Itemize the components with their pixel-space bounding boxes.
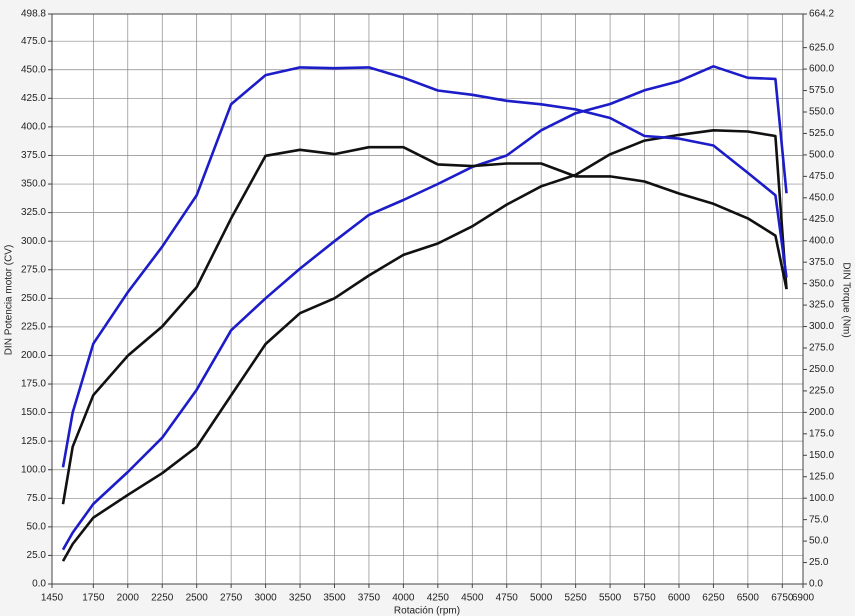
x-axis-label: Rotación (rpm) <box>394 606 460 616</box>
y-tick-label: 375.0 <box>21 150 46 161</box>
y2-tick-label: 325.0 <box>809 300 834 311</box>
y-tick-label: 350.0 <box>21 179 46 190</box>
y2-tick-label: 350.0 <box>809 278 834 289</box>
y-tick-label: 400.0 <box>21 122 46 133</box>
x-tick-label: 3500 <box>323 593 346 604</box>
y2-tick-label: 600.0 <box>809 64 834 75</box>
x-tick-label: 6750 <box>771 593 794 604</box>
x-tick-label: 3750 <box>358 593 381 604</box>
y2-tick-label: 664.2 <box>809 9 834 20</box>
y2-tick-label: 150.0 <box>809 450 834 461</box>
y-tick-label: 498.8 <box>21 9 46 20</box>
x-tick-label: 4750 <box>496 593 519 604</box>
x-tick-label: 6500 <box>737 593 760 604</box>
y-tick-label: 225.0 <box>21 322 46 333</box>
x-tick-label: 2000 <box>117 593 140 604</box>
x-tick-label: 5500 <box>599 593 622 604</box>
y2-tick-label: 575.0 <box>809 85 834 96</box>
line <box>61 65 788 551</box>
y-tick-label: 0.0 <box>32 579 46 590</box>
y2-tick-label: 550.0 <box>809 107 834 118</box>
x-tick-label: 1750 <box>82 593 105 604</box>
y2-tick-label: 450.0 <box>809 192 834 203</box>
y2-tick-label: 225.0 <box>809 386 834 397</box>
x-tick-label: 6900 <box>792 593 815 604</box>
x-tick-label: 6000 <box>668 593 691 604</box>
y2-tick-label: 250.0 <box>809 364 834 375</box>
y-tick-label: 250.0 <box>21 293 46 304</box>
x-tick-label: 2750 <box>220 593 243 604</box>
y2-tick-label: 100.0 <box>809 493 834 504</box>
y-tick-label: 50.0 <box>27 522 47 533</box>
line <box>61 129 788 562</box>
y-tick-label: 125.0 <box>21 436 46 447</box>
y2-tick-label: 375.0 <box>809 257 834 268</box>
y-tick-label: 100.0 <box>21 464 46 475</box>
y2-tick-label: 125.0 <box>809 471 834 482</box>
line <box>61 66 788 468</box>
y2-tick-label: 625.0 <box>809 42 834 53</box>
y-tick-label: 200.0 <box>21 350 46 361</box>
y-tick-label: 25.0 <box>27 550 47 561</box>
y-tick-label: 425.0 <box>21 93 46 104</box>
y2-tick-label: 25.0 <box>809 557 829 568</box>
y-tick-label: 475.0 <box>21 36 46 47</box>
y2-tick-label: 400.0 <box>809 235 834 246</box>
y2-tick-label: 500.0 <box>809 150 834 161</box>
x-tick-label: 2500 <box>186 593 209 604</box>
x-tick-label: 4000 <box>392 593 415 604</box>
x-tick-label: 5250 <box>565 593 588 604</box>
y2-tick-label: 275.0 <box>809 343 834 354</box>
y2-axis-label: DIN Torque (Nm) <box>840 262 851 337</box>
y-tick-label: 175.0 <box>21 379 46 390</box>
y-tick-label: 325.0 <box>21 207 46 218</box>
x-tick-label: 4500 <box>461 593 484 604</box>
x-tick-label: 2250 <box>151 593 174 604</box>
y-axis-label: DIN Potencia motor (CV) <box>4 245 15 356</box>
y2-tick-label: 175.0 <box>809 428 834 439</box>
x-tick-label: 3000 <box>254 593 277 604</box>
y2-tick-label: 425.0 <box>809 214 834 225</box>
y2-tick-label: 50.0 <box>809 536 829 547</box>
x-tick-label: 4250 <box>427 593 450 604</box>
y2-tick-label: 525.0 <box>809 128 834 139</box>
x-tick-label: 5000 <box>530 593 553 604</box>
y-tick-label: 275.0 <box>21 264 46 275</box>
x-tick-label: 5750 <box>633 593 656 604</box>
x-tick-label: 6250 <box>702 593 725 604</box>
y-tick-label: 150.0 <box>21 407 46 418</box>
y2-tick-label: 300.0 <box>809 321 834 332</box>
y2-tick-label: 200.0 <box>809 407 834 418</box>
y2-tick-label: 475.0 <box>809 171 834 182</box>
plot-frame <box>51 13 804 585</box>
x-tick-label: 1450 <box>41 593 64 604</box>
y2-tick-label: 0.0 <box>809 579 823 590</box>
y-tick-label: 450.0 <box>21 64 46 75</box>
x-tick-label: 3250 <box>289 593 312 604</box>
plot-area <box>52 14 803 584</box>
line <box>61 145 788 505</box>
y-tick-label: 300.0 <box>21 236 46 247</box>
y-tick-label: 75.0 <box>27 493 47 504</box>
y2-tick-label: 75.0 <box>809 514 829 525</box>
